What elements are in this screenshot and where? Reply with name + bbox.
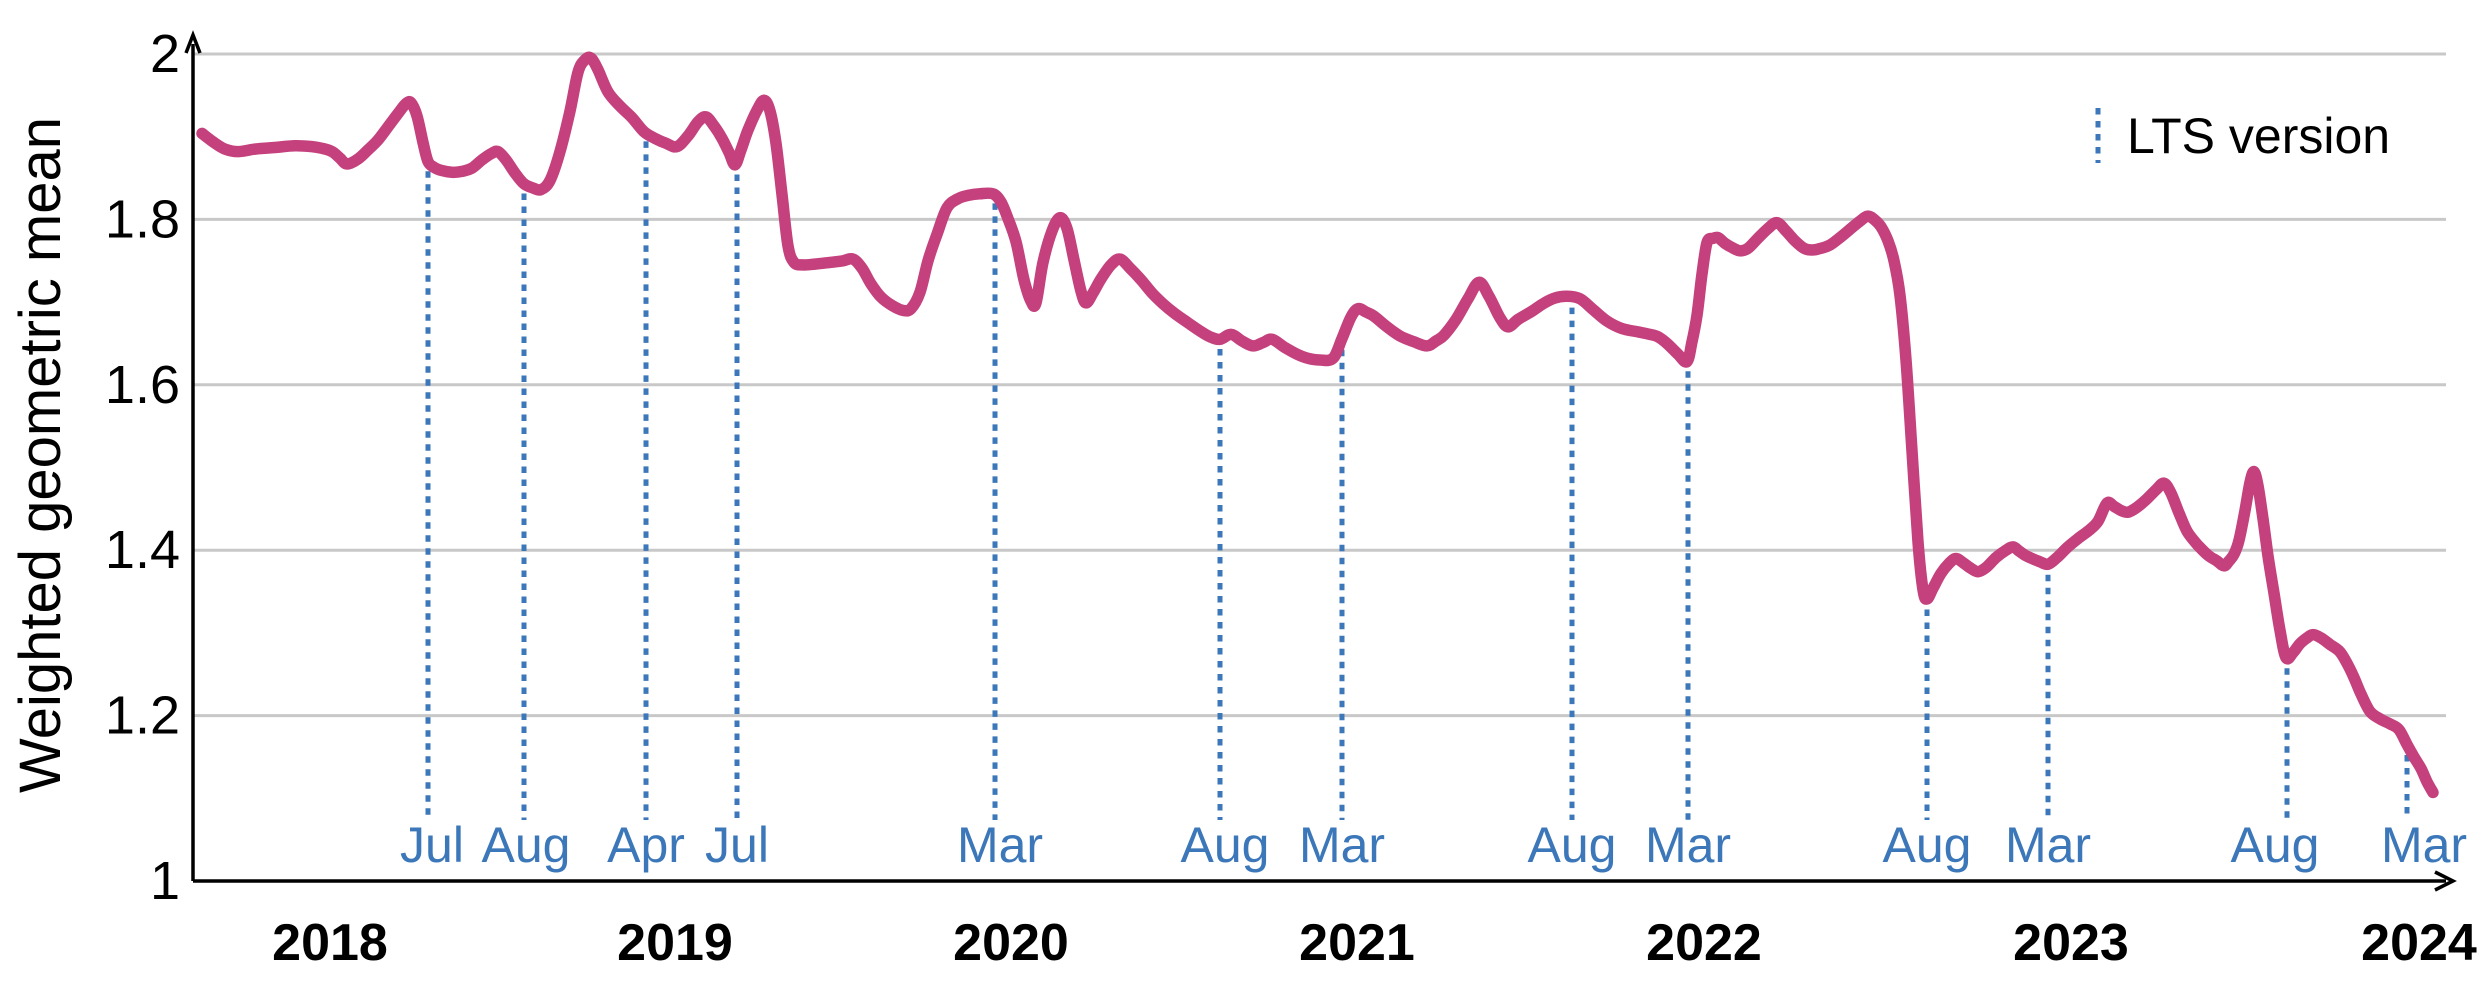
month-label: Aug <box>2231 817 2320 873</box>
y-axis-arrow-icon <box>184 30 202 54</box>
month-label: Aug <box>482 817 571 873</box>
legend: LTS version <box>2095 108 2390 164</box>
year-label: 2019 <box>617 914 733 972</box>
year-label: 2018 <box>272 914 388 972</box>
axes <box>184 30 2457 892</box>
y-tick-label: 1.4 <box>105 520 180 580</box>
month-label: Mar <box>2005 817 2091 873</box>
year-label: 2020 <box>953 914 1069 972</box>
month-label: Aug <box>1181 817 1270 873</box>
x-year-labels: 2018 2019 2020 2021 2022 2023 2024 <box>272 914 2477 972</box>
x-axis-arrow-icon <box>2434 870 2457 892</box>
month-label: Aug <box>1528 817 1617 873</box>
month-label: Jul <box>705 817 769 873</box>
month-label: Apr <box>607 817 685 873</box>
legend-label: LTS version <box>2127 108 2390 164</box>
lts-marker-lines <box>425 141 2410 820</box>
y-tick-label: 1.2 <box>105 686 180 746</box>
x-month-labels: Jul Aug Apr Jul Mar Aug Mar Aug Mar Aug Mar Aug Mar <box>400 817 2467 873</box>
gridlines <box>193 52 2446 718</box>
y-tick-label: 1.8 <box>105 189 180 249</box>
y-tick-label: 2 <box>150 24 180 84</box>
y-tick-labels: 1 1.2 1.4 1.6 1.8 2 <box>105 24 180 911</box>
month-label: Aug <box>1883 817 1972 873</box>
y-tick-label: 1 <box>150 851 180 911</box>
year-label: 2024 <box>2361 914 2477 972</box>
year-label: 2021 <box>1299 914 1415 972</box>
y-axis-title: Weighted geometric mean <box>8 117 73 793</box>
month-label: Mar <box>1645 817 1731 873</box>
year-label: 2023 <box>2013 914 2129 972</box>
year-label: 2022 <box>1646 914 1762 972</box>
month-label: Mar <box>1299 817 1385 873</box>
series-line-weighted-geometric-mean <box>196 51 2439 799</box>
month-label: Mar <box>2381 817 2467 873</box>
month-label: Mar <box>957 817 1043 873</box>
y-tick-label: 1.6 <box>105 355 180 415</box>
month-label: Jul <box>400 817 464 873</box>
